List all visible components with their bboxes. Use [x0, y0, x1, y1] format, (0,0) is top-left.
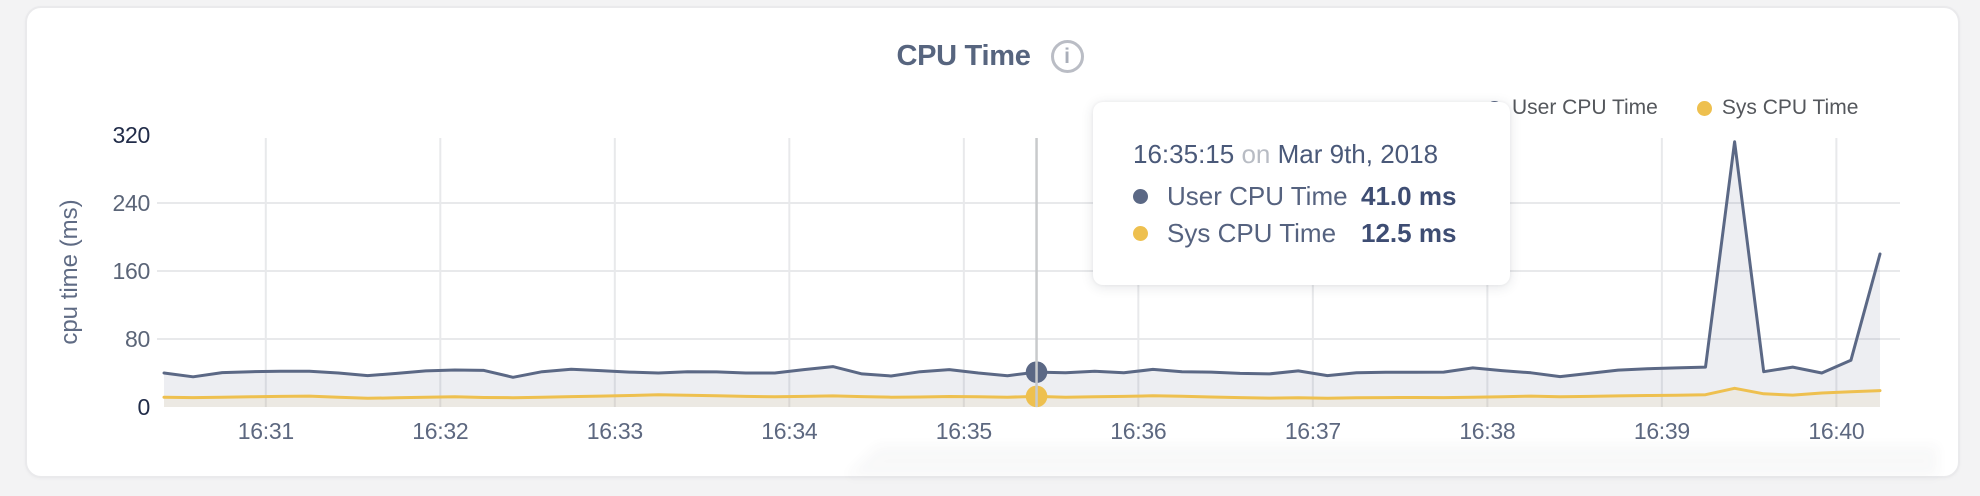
user-series-dot-icon: [1133, 189, 1148, 204]
horizontal-gridlines: [157, 202, 1900, 340]
y-tick-label: 80: [125, 326, 150, 352]
tooltip-row-user: User CPU Time 41.0 ms: [1133, 178, 1510, 215]
chart-tooltip: 16:35:15 on Mar 9th, 2018 User CPU Time …: [1093, 102, 1510, 285]
legend-item-sys-cpu-time[interactable]: Sys CPU Time: [1696, 95, 1859, 121]
sys-series-dot-icon: [1133, 226, 1148, 241]
sys-legend-dot-icon: [1696, 100, 1712, 116]
tooltip-row-sys: Sys CPU Time 12.5 ms: [1133, 215, 1510, 252]
tooltip-on-word: on: [1241, 139, 1271, 169]
x-tick-label: 16:39: [1633, 418, 1690, 444]
x-tick-label: 16:35: [935, 418, 992, 444]
x-tick-label: 16:31: [237, 418, 294, 444]
tooltip-rows: User CPU Time 41.0 ms Sys CPU Time 12.5 …: [1133, 178, 1510, 252]
tooltip-series-value: 12.5 ms: [1361, 218, 1457, 248]
y-tick-label: 0: [137, 394, 151, 420]
legend: User CPU Time Sys CPU Time: [1487, 95, 1858, 121]
tooltip-series-label: User CPU Time: [1167, 181, 1348, 211]
legend-item-user-cpu-time[interactable]: User CPU Time: [1487, 95, 1658, 121]
sys-cpu-line: [162, 386, 1882, 400]
x-tick-label: 16:33: [586, 418, 643, 444]
tooltip-date: Mar 9th, 2018: [1277, 139, 1439, 169]
tooltip-timestamp: 16:35:15 on Mar 9th, 2018: [1133, 140, 1510, 168]
y-tick-label: 320: [112, 122, 151, 148]
x-tick-label: 16:38: [1459, 418, 1516, 444]
x-tick-label: 16:37: [1284, 418, 1341, 444]
x-tick-label: 16:34: [761, 418, 818, 444]
user-cpu-line: [162, 140, 1882, 379]
x-tick-label: 16:32: [412, 418, 469, 444]
chart-header: CPU Time i: [0, 40, 1980, 73]
tooltip-series-value: 41.0 ms: [1361, 181, 1457, 211]
legend-label: Sys CPU Time: [1721, 96, 1859, 119]
vertical-gridlines: [264, 138, 1838, 407]
x-tick-label: 16:36: [1110, 418, 1167, 444]
y-tick-label: 240: [112, 190, 151, 216]
info-icon[interactable]: i: [1050, 40, 1084, 73]
chart-title: CPU Time: [896, 40, 1031, 72]
bottom-shadow-band: [845, 445, 1938, 477]
x-tick-label: 16:40: [1808, 418, 1865, 444]
user-cpu-area: [164, 141, 1880, 408]
chart-card: [25, 6, 1960, 478]
tooltip-time: 16:35:15: [1133, 139, 1235, 169]
tooltip-series-label: Sys CPU Time: [1167, 218, 1337, 248]
y-tick-label: 160: [112, 258, 151, 284]
legend-label: User CPU Time: [1512, 96, 1658, 119]
